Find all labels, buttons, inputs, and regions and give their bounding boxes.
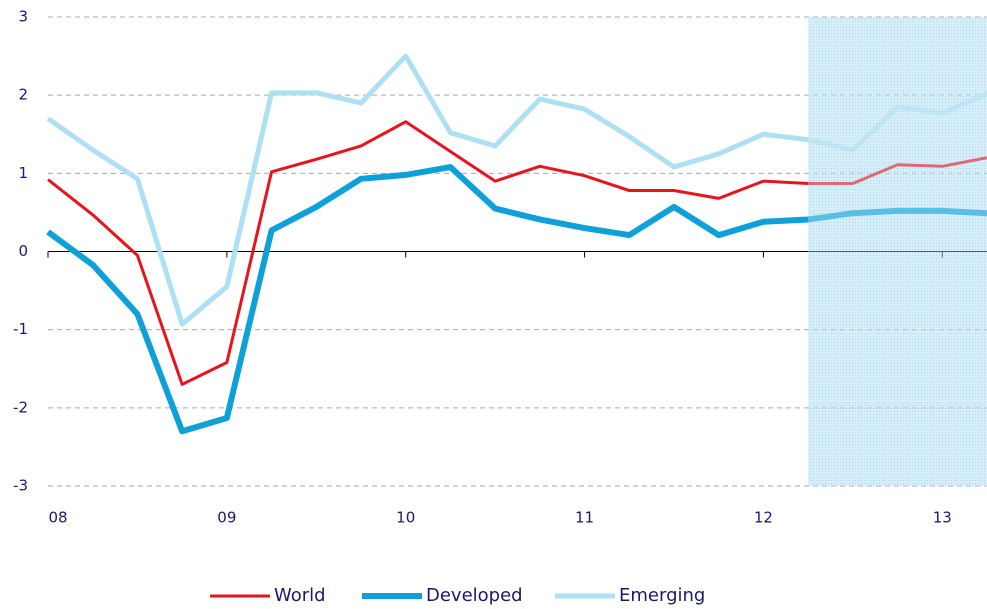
legend-label: World — [274, 585, 326, 606]
y-tick-label: 1 — [18, 164, 28, 182]
forecast-overlay — [808, 17, 987, 486]
y-tick-label: -3 — [13, 477, 28, 495]
y-tick-label: -2 — [13, 398, 28, 416]
x-tick-label: 12 — [754, 509, 773, 527]
x-tick-label: 09 — [217, 509, 236, 527]
y-tick-label: -1 — [13, 320, 28, 338]
y-tick-label: 3 — [18, 8, 28, 26]
x-tick-label: 08 — [48, 509, 67, 527]
y-tick-label: 2 — [18, 86, 28, 104]
y-tick-label: 0 — [18, 242, 28, 260]
legend-label: Developed — [426, 585, 523, 606]
x-tick-label: 11 — [575, 509, 594, 527]
x-tick-label: 13 — [933, 509, 952, 527]
legend-label: Emerging — [619, 585, 705, 606]
x-tick-label: 10 — [396, 509, 415, 527]
